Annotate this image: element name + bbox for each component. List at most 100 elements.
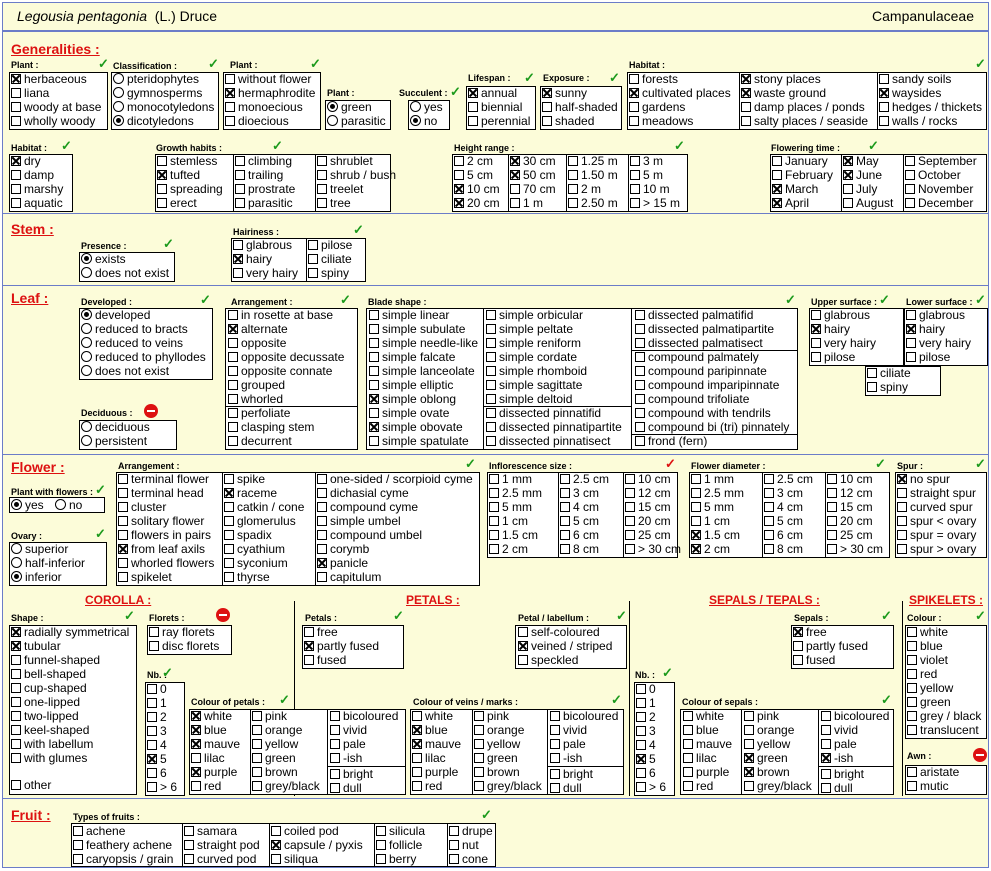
option-leaf-arrangement-in-rosette-at-base[interactable]: in rosette at base xyxy=(228,308,333,322)
checkbox[interactable] xyxy=(271,826,281,836)
radio[interactable] xyxy=(113,87,124,98)
checkbox[interactable] xyxy=(683,767,693,777)
radio[interactable] xyxy=(113,73,124,84)
checkbox[interactable] xyxy=(635,436,645,446)
checkbox-checked[interactable] xyxy=(191,711,201,721)
checkbox[interactable] xyxy=(486,352,496,362)
option-flower-diameter-15-cm[interactable]: 15 cm xyxy=(827,500,873,514)
checkbox-checked[interactable] xyxy=(11,156,21,166)
checkbox[interactable] xyxy=(308,268,318,278)
checkbox[interactable] xyxy=(568,170,578,180)
checkbox[interactable] xyxy=(542,116,552,126)
checkbox-checked[interactable] xyxy=(510,156,520,166)
checkbox[interactable] xyxy=(73,840,83,850)
checkbox-checked[interactable] xyxy=(879,88,889,98)
option-plant-with-flowers-no[interactable]: no xyxy=(55,498,82,512)
option-sepals-nb-6[interactable]: 6 xyxy=(636,766,656,780)
checkbox[interactable] xyxy=(630,170,640,180)
option-spikelet-colour-grey-black[interactable]: grey / black xyxy=(907,709,981,723)
checkbox[interactable] xyxy=(252,711,262,721)
option-sepals-nb-0[interactable]: 0 xyxy=(636,682,656,696)
checkbox[interactable] xyxy=(11,655,21,665)
checkbox[interactable] xyxy=(560,502,570,512)
option-flowering-time-july[interactable]: July xyxy=(843,182,877,196)
option-colour-of-petals-mauve[interactable]: mauve xyxy=(191,737,240,751)
checkbox[interactable] xyxy=(412,781,422,791)
checkbox[interactable] xyxy=(252,767,262,777)
checkbox[interactable] xyxy=(271,854,281,864)
checkbox[interactable] xyxy=(118,572,128,582)
option-flower-arrangement-syconium[interactable]: syconium xyxy=(224,556,288,570)
option-habitat-cultivated-places[interactable]: cultivated places xyxy=(629,86,731,100)
checkbox[interactable] xyxy=(683,725,693,735)
option-upper-surface-glabrous[interactable]: glabrous xyxy=(811,308,870,322)
radio[interactable] xyxy=(11,543,22,554)
option-spikelet-colour-red[interactable]: red xyxy=(907,667,937,681)
option-height-range-10-cm[interactable]: 10 cm xyxy=(454,182,500,196)
checkbox-checked[interactable] xyxy=(191,725,201,735)
checkbox[interactable] xyxy=(317,516,327,526)
checkbox-checked[interactable] xyxy=(412,725,422,735)
option-colour-of-petals-ish[interactable]: -ish xyxy=(330,751,362,765)
option-blade-shape-simple-spatulate[interactable]: simple spatulate xyxy=(369,434,469,448)
option-colour-of-petals-white[interactable]: white xyxy=(191,709,232,723)
checkbox[interactable] xyxy=(489,530,499,540)
option-colour-of-veins-grey-black[interactable]: grey/black xyxy=(474,779,542,793)
option-blade-shape-simple-falcate[interactable]: simple falcate xyxy=(369,350,455,364)
checkbox-checked[interactable] xyxy=(412,739,422,749)
checkbox[interactable] xyxy=(474,725,484,735)
option-leaf-arrangement-opposite[interactable]: opposite xyxy=(228,336,286,350)
option-spur-curved-spur[interactable]: curved spur xyxy=(897,500,973,514)
checkbox[interactable] xyxy=(636,684,646,694)
option-sepals-partly-fused[interactable]: partly fused xyxy=(793,639,868,653)
checkbox[interactable] xyxy=(906,338,916,348)
option-leaf-deciduous-persistent[interactable]: persistent xyxy=(81,434,147,448)
option-spikelet-colour-green[interactable]: green xyxy=(907,695,951,709)
option-lower-surface-hairy[interactable]: hairy xyxy=(906,322,945,336)
option-flower-arrangement-whorled-flowers[interactable]: whorled flowers xyxy=(118,556,214,570)
option-plant-flower-monoecious[interactable]: monoecious xyxy=(225,100,303,114)
checkbox-checked[interactable] xyxy=(157,170,167,180)
option-flower-arrangement-spadix[interactable]: spadix xyxy=(224,528,272,542)
option-spikelet-colour-blue[interactable]: blue xyxy=(907,639,943,653)
checkbox[interactable] xyxy=(843,198,853,208)
option-sepals-nb-1[interactable]: 1 xyxy=(636,696,656,710)
option-ovary-half-inferior[interactable]: half-inferior xyxy=(11,556,85,570)
checkbox[interactable] xyxy=(317,170,327,180)
checkbox[interactable] xyxy=(843,184,853,194)
option-leaf-developed-reduced-to-veins[interactable]: reduced to veins xyxy=(81,336,183,350)
option-lifespan-annual[interactable]: annual xyxy=(468,86,517,100)
option-flowering-time-march[interactable]: March xyxy=(772,182,818,196)
radio[interactable] xyxy=(81,421,92,432)
option-inflorescence-size-3-cm[interactable]: 3 cm xyxy=(560,486,599,500)
option-flower-arrangement-one-sided-scorpioid-cyme[interactable]: one-sided / scorpioid cyme xyxy=(317,472,473,486)
option-types-of-fruits-siliqua[interactable]: siliqua xyxy=(271,852,318,866)
checkbox[interactable] xyxy=(11,711,21,721)
checkbox[interactable] xyxy=(879,116,889,126)
option-leaf-developed-reduced-to-bracts[interactable]: reduced to bracts xyxy=(81,322,188,336)
option-habitat-waste-ground[interactable]: waste ground xyxy=(741,86,826,100)
option-leaf-arrangement-alternate[interactable]: alternate xyxy=(228,322,288,336)
checkbox[interactable] xyxy=(412,753,422,763)
checkbox[interactable] xyxy=(73,826,83,836)
option-plant-type-woody-at-base[interactable]: woody at base xyxy=(11,100,101,114)
checkbox[interactable] xyxy=(118,558,128,568)
option-flower-diameter-3-cm[interactable]: 3 cm xyxy=(764,486,803,500)
option-flowering-time-september[interactable]: September xyxy=(905,154,977,168)
option-corolla-shape-one-lipped[interactable]: one-lipped xyxy=(11,695,80,709)
checkbox[interactable] xyxy=(11,780,21,790)
option-colour-of-sepals-mauve[interactable]: mauve xyxy=(683,737,732,751)
checkbox[interactable] xyxy=(630,198,640,208)
option-colour-of-petals-yellow[interactable]: yellow xyxy=(252,737,298,751)
option-inflorescence-size-8-cm[interactable]: 8 cm xyxy=(560,542,599,556)
checkbox[interactable] xyxy=(897,502,907,512)
option-corolla-shape-two-lipped[interactable]: two-lipped xyxy=(11,709,79,723)
option-lifespan-perennial[interactable]: perennial xyxy=(468,114,530,128)
checkbox[interactable] xyxy=(510,198,520,208)
option-colour-of-petals-brown[interactable]: brown xyxy=(252,765,298,779)
option-colour-of-veins-red[interactable]: red xyxy=(412,779,442,793)
option-flower-arrangement-cluster[interactable]: cluster xyxy=(118,500,166,514)
option-flowering-time-january[interactable]: January xyxy=(772,154,828,168)
radio-selected[interactable] xyxy=(11,499,22,510)
option-height-range-3-m[interactable]: 3 m xyxy=(630,154,663,168)
